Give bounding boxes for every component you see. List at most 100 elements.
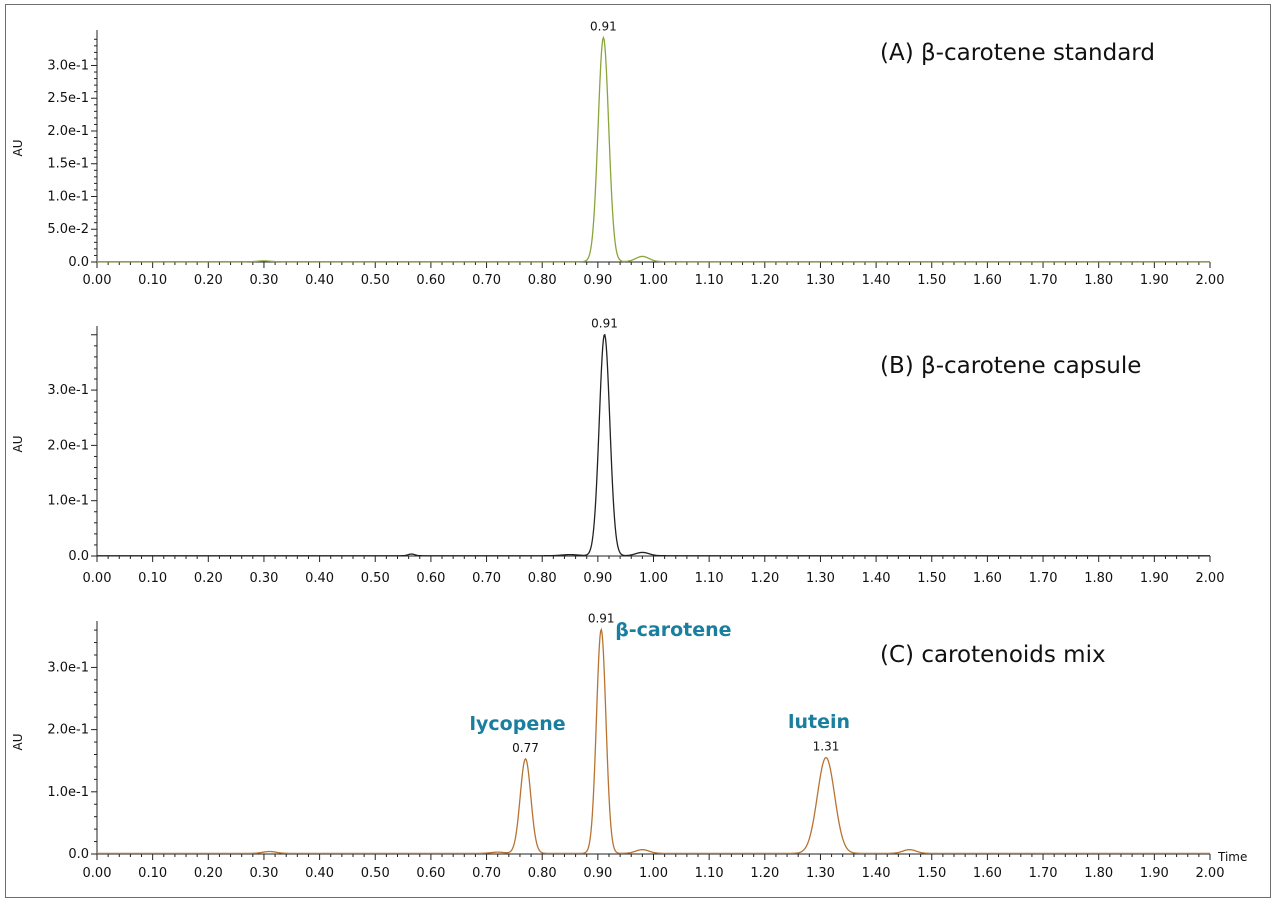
peak-label: 0.91 (588, 611, 615, 625)
x-tick-label: 0.80 (528, 273, 557, 288)
x-tick-label: 1.90 (1140, 273, 1169, 288)
x-tick-label: 0.10 (138, 273, 167, 288)
x-tick-label: 1.00 (639, 571, 668, 586)
x-tick-label: 0.50 (361, 273, 390, 288)
x-tick-label: 0.40 (305, 273, 334, 288)
x-tick-label: 1.50 (917, 866, 946, 881)
chromatogram-trace (97, 35, 1210, 263)
y-axis-label: AU (11, 734, 25, 751)
x-tick-label: 2.00 (1196, 866, 1225, 881)
peak-label: 0.77 (512, 741, 539, 755)
peak-label: 1.31 (813, 740, 840, 754)
y-tick-label: 2.0e-1 (47, 124, 89, 139)
x-tick-label: 0.60 (416, 273, 445, 288)
x-tick-label: 0.70 (472, 571, 501, 586)
x-tick-label: 0.10 (138, 571, 167, 586)
x-tick-label: 1.20 (750, 866, 779, 881)
y-axis-label: AU (11, 140, 25, 157)
x-tick-label: 1.40 (862, 571, 891, 586)
x-tick-label: 1.80 (1084, 273, 1113, 288)
y-tick-label: 0.0 (68, 549, 89, 564)
x-tick-label: 1.80 (1084, 866, 1113, 881)
x-tick-label: 0.70 (472, 866, 501, 881)
y-tick-label: 3.0e-1 (47, 58, 89, 73)
x-tick-label: 0.90 (583, 866, 612, 881)
x-tick-label: 1.30 (806, 571, 835, 586)
x-tick-label: 0.20 (194, 571, 223, 586)
x-tick-label: 0.60 (416, 866, 445, 881)
y-tick-label: 2.0e-1 (47, 723, 89, 738)
x-tick-label: 1.30 (806, 273, 835, 288)
y-tick-label: 1.0e-1 (47, 189, 89, 204)
chromatogram-trace (97, 333, 1210, 557)
x-tick-label: 0.10 (138, 866, 167, 881)
x-tick-label: 0.00 (83, 866, 112, 881)
x-tick-label: 0.50 (361, 866, 390, 881)
figure-frame (5, 4, 1271, 898)
x-tick-label: 0.50 (361, 571, 390, 586)
y-tick-label: 2.5e-1 (47, 91, 89, 106)
chart-panel-1: 0.00 0.10 0.20 0.30 0.40 0.50 0.60 0.70 0.80 0.90… (11, 316, 1224, 586)
y-tick-label: 2.0e-1 (47, 438, 89, 453)
x-tick-label: 1.30 (806, 866, 835, 881)
y-tick-label: 0.0 (68, 847, 89, 862)
x-tick-label: 0.30 (249, 571, 278, 586)
panel-title: (C) carotenoids mix (880, 642, 1106, 668)
compound-annotation: β-carotene (615, 619, 731, 641)
x-tick-label: 0.90 (583, 571, 612, 586)
x-tick-label: 1.20 (750, 273, 779, 288)
x-axis-label: Time (1217, 850, 1247, 864)
y-axis-label: AU (11, 436, 25, 453)
y-tick-label: 0.0 (68, 255, 89, 270)
x-tick-label: 0.20 (194, 866, 223, 881)
x-tick-label: 0.40 (305, 866, 334, 881)
x-tick-label: 1.60 (973, 571, 1002, 586)
y-tick-label: 1.0e-1 (47, 494, 89, 509)
x-tick-label: 0.90 (583, 273, 612, 288)
y-tick-label: 5.0e-2 (47, 222, 89, 237)
x-tick-label: 2.00 (1196, 571, 1225, 586)
x-tick-label: 1.70 (1029, 273, 1058, 288)
x-tick-label: 0.60 (416, 571, 445, 586)
x-tick-label: 1.60 (973, 866, 1002, 881)
x-tick-label: 0.40 (305, 571, 334, 586)
x-tick-label: 1.20 (750, 571, 779, 586)
x-tick-label: 1.80 (1084, 571, 1113, 586)
chromatogram-trace (97, 627, 1210, 855)
compound-annotation: lycopene (470, 713, 566, 735)
x-tick-label: 1.10 (695, 866, 724, 881)
x-tick-label: 0.30 (249, 866, 278, 881)
y-tick-label: 1.0e-1 (47, 785, 89, 800)
x-tick-label: 1.10 (695, 273, 724, 288)
peak-label: 0.91 (590, 20, 617, 34)
x-tick-label: 0.30 (249, 273, 278, 288)
x-tick-label: 2.00 (1196, 273, 1225, 288)
y-tick-label: 3.0e-1 (47, 383, 89, 398)
x-tick-label: 0.70 (472, 273, 501, 288)
compound-annotation: lutein (788, 711, 850, 733)
x-tick-label: 1.40 (862, 866, 891, 881)
x-tick-label: 1.70 (1029, 571, 1058, 586)
x-tick-label: 1.10 (695, 571, 724, 586)
x-tick-label: 1.40 (862, 273, 891, 288)
panel-title: (A) β-carotene standard (880, 40, 1155, 66)
x-tick-label: 1.90 (1140, 571, 1169, 586)
y-tick-label: 3.0e-1 (47, 660, 89, 675)
x-tick-label: 0.80 (528, 571, 557, 586)
x-tick-label: 1.60 (973, 273, 1002, 288)
chart-panel-0: 0.00 0.10 0.20 0.30 0.40 0.50 0.60 0.70 0.80 0.90… (11, 20, 1224, 288)
x-tick-label: 1.00 (639, 866, 668, 881)
x-tick-label: 1.50 (917, 571, 946, 586)
x-tick-label: 1.00 (639, 273, 668, 288)
x-tick-label: 1.90 (1140, 866, 1169, 881)
x-tick-label: 0.00 (83, 273, 112, 288)
y-tick-label: 1.5e-1 (47, 157, 89, 172)
x-tick-label: 0.00 (83, 571, 112, 586)
x-tick-label: 0.80 (528, 866, 557, 881)
panel-title: (B) β-carotene capsule (880, 353, 1141, 379)
x-tick-label: 1.50 (917, 273, 946, 288)
x-tick-label: 1.70 (1029, 866, 1058, 881)
x-tick-label: 0.20 (194, 273, 223, 288)
chart-panel-2: 0.00 0.10 0.20 0.30 0.40 0.50 0.60 0.70 0.80 0.90… (11, 611, 1247, 881)
